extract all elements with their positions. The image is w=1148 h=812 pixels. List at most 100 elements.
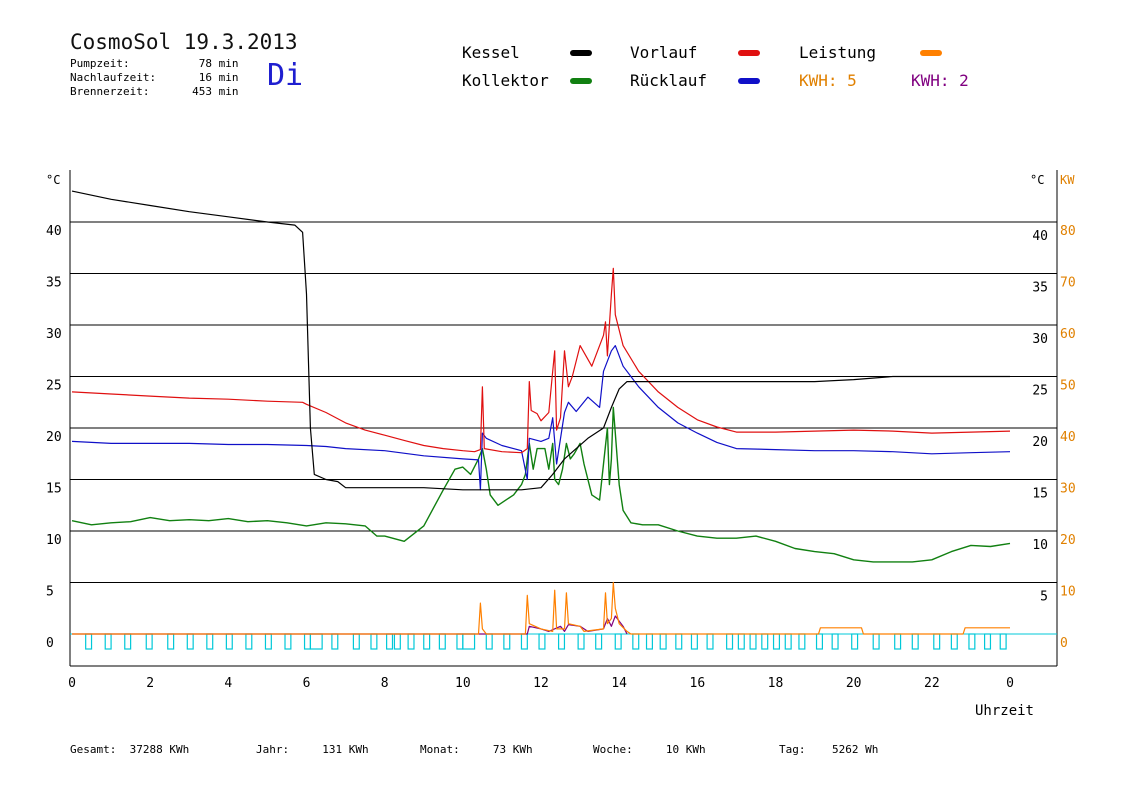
y-unit-right: °C [1030, 173, 1044, 187]
pump-interval [85, 633, 93, 650]
pump-interval [772, 633, 781, 650]
kw-tick-30: 30 [1060, 482, 1076, 497]
kw-tick-70: 70 [1060, 276, 1076, 291]
pump-interval [632, 633, 640, 650]
pump-interval [264, 633, 272, 650]
pump-interval [370, 633, 378, 650]
legend-kessel-swatch [570, 50, 592, 56]
x-tick-14: 14 [611, 676, 627, 691]
chart-title: CosmoSol 19.3.2013 [70, 30, 298, 54]
pump-interval [726, 633, 734, 650]
pump-interval [815, 633, 823, 650]
y-unit-left: °C [46, 173, 60, 187]
x-tick-2: 2 [146, 676, 154, 691]
pump-interval [206, 633, 214, 650]
y-tick-right-35: 35 [1032, 281, 1048, 296]
pump-interval [423, 633, 431, 650]
pump-interval [798, 633, 806, 650]
kw-unit-right: KW [1060, 173, 1075, 187]
y-tick-left-35: 35 [46, 276, 62, 291]
series-line-kwh2 [72, 615, 628, 635]
x-tick-18: 18 [768, 676, 784, 691]
pump-interval [595, 633, 603, 650]
stat-nachlaufzeit: Nachlaufzeit: 16 min [70, 71, 239, 84]
legend-ruecklauf-label: Rücklauf [630, 71, 708, 90]
series-line-kessel [71, 190, 1010, 491]
pump-interval [386, 633, 394, 650]
pump-interval [352, 633, 360, 650]
series-line-vorlauf [71, 267, 1011, 454]
stat-brennerzeit: Brennerzeit: 453 min [70, 85, 239, 98]
x-tick-4: 4 [224, 676, 232, 691]
pump-interval [438, 633, 446, 650]
kw-tick-80: 80 [1060, 224, 1076, 239]
pump-interval [145, 633, 153, 650]
pump-interval [761, 633, 769, 650]
legend-kessel-label: Kessel [462, 43, 520, 62]
y-tick-left-5: 5 [46, 585, 54, 600]
pump-interval [950, 633, 958, 650]
y-tick-right-30: 30 [1032, 332, 1048, 347]
kw-tick-20: 20 [1060, 533, 1076, 548]
pump-interval [462, 633, 476, 650]
pump-interval [911, 633, 919, 650]
legend-leistung-label: Leistung [799, 43, 877, 62]
footer-monat: Monat: 73 KWh [420, 743, 533, 756]
pump-interval [614, 633, 622, 650]
legend-kwh1-label: KWH: 5 [799, 71, 857, 90]
pump-interval [999, 633, 1007, 650]
pump-interval [784, 633, 792, 650]
pump-interval [872, 633, 880, 650]
y-tick-left-25: 25 [46, 379, 62, 394]
pump-interval [538, 633, 546, 650]
footer-tag: Tag: 5262 Wh [779, 743, 879, 756]
series-line-leistung [72, 581, 1010, 635]
y-tick-right-25: 25 [1032, 384, 1048, 399]
pump-interval [659, 633, 667, 650]
pump-interval [245, 633, 253, 650]
pump-interval [225, 633, 233, 650]
kw-tick-0: 0 [1060, 636, 1068, 651]
pump-interval [104, 633, 112, 650]
pump-interval [485, 633, 493, 650]
series-line-ruecklauf [71, 345, 1011, 491]
legend-kwh2-label: KWH: 2 [911, 71, 969, 90]
pump-interval [831, 633, 839, 650]
pump-interval [557, 633, 566, 650]
pump-interval [309, 633, 323, 650]
series-line-kollektor [71, 406, 1011, 563]
y-tick-left-0: 0 [46, 636, 54, 651]
x-tick-6: 6 [303, 676, 311, 691]
pump-interval [690, 633, 698, 650]
legend-vorlauf-label: Vorlauf [630, 43, 698, 62]
pump-interval [645, 633, 653, 650]
pump-interval [407, 633, 415, 650]
pump-interval [186, 633, 194, 650]
pump-interval [983, 633, 992, 650]
x-tick-10: 10 [455, 676, 471, 691]
pump-interval [503, 633, 511, 650]
pump-interval [577, 633, 585, 650]
x-tick-0: 0 [68, 676, 76, 691]
footer-jahr: Jahr: 131 KWh [256, 743, 369, 756]
y-tick-left-40: 40 [46, 224, 62, 239]
pump-interval [675, 633, 683, 650]
kw-tick-50: 50 [1060, 379, 1076, 394]
y-tick-left-30: 30 [46, 327, 62, 342]
legend-leistung-swatch [920, 50, 942, 56]
legend-vorlauf-swatch [738, 50, 760, 56]
x-tick-22: 22 [924, 676, 940, 691]
x-tick-8: 8 [381, 676, 389, 691]
pump-interval [303, 633, 312, 650]
kw-tick-60: 60 [1060, 327, 1076, 342]
pump-interval [933, 633, 941, 650]
pump-interval [737, 633, 745, 650]
footer-gesamt: Gesamt: 37288 KWh [70, 743, 190, 756]
weekday-label: Di [267, 58, 304, 93]
pump-interval [968, 633, 976, 650]
stat-pumpzeit: Pumpzeit: 78 min [70, 57, 239, 70]
y-tick-right-20: 20 [1032, 435, 1048, 450]
legend-kollektor-swatch [570, 78, 592, 84]
x-tick-20: 20 [846, 676, 862, 691]
